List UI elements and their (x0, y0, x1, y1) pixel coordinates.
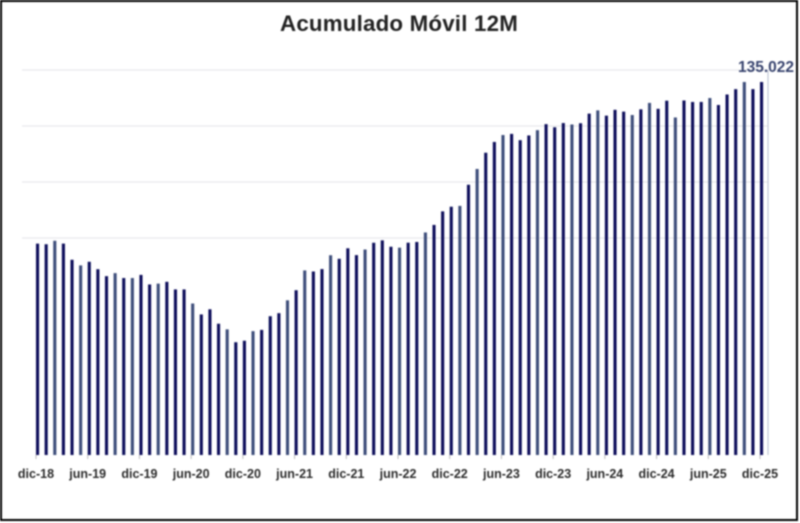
svg-text:jun-24: jun-24 (585, 467, 623, 481)
svg-text:dic-23: dic-23 (535, 467, 571, 481)
svg-text:jun-20: jun-20 (172, 467, 210, 481)
svg-text:dic-25: dic-25 (742, 467, 778, 481)
svg-text:135.022: 135.022 (738, 59, 794, 76)
svg-text:dic-22: dic-22 (432, 467, 468, 481)
svg-text:jun-23: jun-23 (482, 467, 520, 481)
svg-text:dic-21: dic-21 (328, 467, 364, 481)
svg-text:dic-18: dic-18 (18, 467, 54, 481)
svg-text:dic-19: dic-19 (121, 467, 157, 481)
svg-text:dic-20: dic-20 (225, 467, 261, 481)
svg-text:jun-25: jun-25 (689, 467, 727, 481)
svg-text:jun-22: jun-22 (379, 467, 417, 481)
svg-text:jun-21: jun-21 (275, 467, 313, 481)
svg-text:jun-19: jun-19 (68, 467, 106, 481)
svg-text:dic-24: dic-24 (638, 467, 674, 481)
